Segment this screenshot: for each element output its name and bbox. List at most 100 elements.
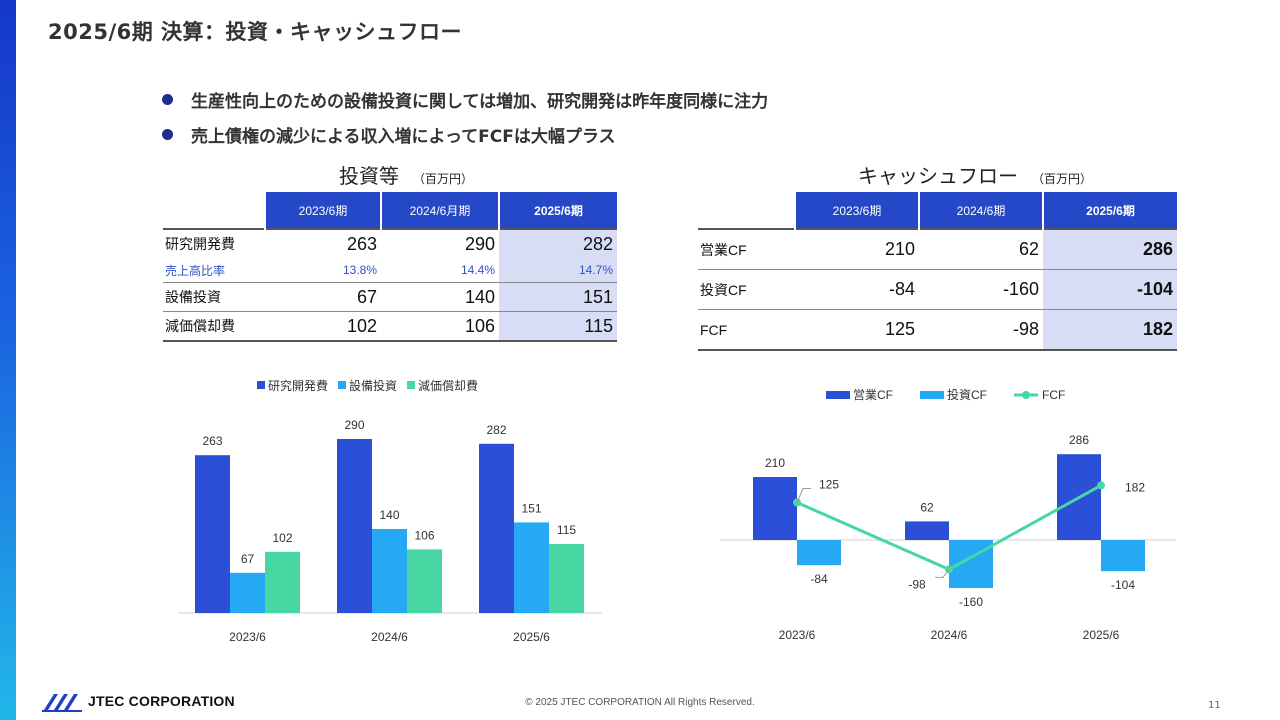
jtec-logo-icon [42,694,82,712]
chart1-bar [265,551,300,613]
bullet-item: 売上債権の減少による収入増によってFCFは大幅プラス [162,117,768,152]
table-cell: 182 [1043,309,1177,351]
cashflow-section-title: キャッシュフロー （百万円） [858,160,1092,189]
table-cell: 14.7% [499,258,617,283]
chart2-bar [1101,540,1145,572]
table-cell: -104 [1043,269,1177,310]
table-row: 営業CF 210 62 286 [698,229,1177,270]
table-cell: -84 [795,269,919,310]
investment-unit: （百万円） [413,172,474,186]
chart2-data-label: 286 [1069,433,1089,447]
chart2-fcf-point [1097,481,1105,490]
table-header-cell: 2025/6期 [498,192,617,229]
table-cell: 263 [346,233,377,254]
chart2-fcf-leader-line [935,569,950,578]
table-cell: 151 [499,282,617,312]
chart1-data-label: 282 [486,423,506,437]
chart1-data-label: 115 [557,523,576,537]
bullet-item: 生産性向上のための設備投資に関しては増加、研究開発は昨年度同様に注力 [162,82,768,117]
cashflow-table: 2023/6期 2024/6期 2025/6期 営業CF 210 62 286 … [698,192,1177,351]
chart2-legend-swatch [826,391,850,399]
row-label: 設備投資 [163,282,265,312]
table-header-blank [163,192,265,229]
chart1-bar [337,439,372,613]
investment-table: 2023/6期 2024/6月期 2025/6期 研究開発費 263 290 2… [163,192,617,342]
table-cell: -98 [919,309,1043,351]
table-header-row: 2023/6期 2024/6期 2025/6期 [698,192,1177,229]
left-accent-bar [0,0,16,720]
chart1-x-tick-label: 2023/6 [229,630,266,644]
table-cell: 286 [1043,229,1177,270]
table-header-row: 2023/6期 2024/6月期 2025/6期 [163,192,617,229]
company-logo: JTEC CORPORATION [42,690,235,712]
cashflow-title: キャッシュフロー [858,164,1018,188]
page-title: 2025/6期 決算：投資・キャッシュフロー [48,20,463,44]
row-label: 投資CF [698,269,795,310]
chart2-data-label: -160 [959,595,983,609]
chart1-x-tick-label: 2024/6 [371,630,408,644]
chart1-x-tick-label: 2025/6 [513,630,550,644]
chart1-bar [549,544,584,613]
bullet-dot-icon [162,129,173,140]
chart2-fcf-data-label: 182 [1125,480,1145,494]
summary-bullets: 生産性向上のための設備投資に関しては増加、研究開発は昨年度同様に注力 売上債権の… [162,82,768,152]
table-row: 設備投資 67 140 151 [163,282,617,312]
chart1-bar [407,549,442,613]
table-cell: 282 [499,229,617,258]
chart1-bar [372,529,407,613]
table-cell: 102 [265,311,381,342]
chart2-legend-label: 営業CF [853,388,893,402]
investment-section-title: 投資等 （百万円） [339,160,473,189]
chart2-legend-label: 投資CF [947,387,987,402]
chart2-bar [905,521,949,540]
table-cell: 67 [265,282,381,312]
chart1-bar [195,455,230,613]
table-cell: 13.8% [265,258,381,283]
chart2-legend-label: FCF [1042,388,1065,402]
chart1-bar [479,443,514,613]
page-number: 11 [1208,700,1221,711]
table-cell: -160 [919,269,1043,310]
chart1-bar [230,572,265,613]
table-header-cell: 2023/6期 [264,192,381,229]
row-label: 減価償却費 [163,311,265,342]
chart1-legend-label: 減価償却費 [418,378,478,393]
table-header-cell: 2025/6期 [1042,192,1177,229]
chart1-data-label: 102 [272,531,292,545]
table-header-cell: 2024/6月期 [380,192,499,229]
table-row: FCF 125 -98 182 [698,309,1177,351]
chart2-data-label: -104 [1111,578,1135,592]
table-header-cell: 2024/6期 [918,192,1043,229]
chart2-fcf-leader-line [796,488,811,503]
chart2-data-label: 210 [765,456,785,470]
table-cell: 106 [381,311,499,342]
chart2-fcf-data-label: -98 [908,577,926,591]
table-header-blank [698,192,795,229]
chart2-legend-swatch [920,391,944,399]
chart1-data-label: 67 [241,552,255,566]
chart2-x-tick-label: 2024/6 [931,628,968,642]
chart2-legend-marker [1022,391,1030,399]
chart2-bar [753,477,797,540]
table-cell: 14.4% [381,258,499,283]
chart1-legend-swatch [407,381,415,389]
logo-text: JTEC CORPORATION [88,693,235,709]
row-label: 営業CF [698,229,795,270]
copyright-footer: © 2025 JTEC CORPORATION All Rights Reser… [525,697,755,708]
chart1-legend-label: 設備投資 [349,378,397,393]
chart2-x-tick-label: 2025/6 [1083,628,1120,642]
chart2-data-label: 62 [920,500,934,514]
chart1-legend-label: 研究開発費 [268,378,328,393]
table-cell: 62 [919,229,1043,270]
table-row: 売上高比率 13.8% 14.4% 14.7% [163,258,617,283]
bullet-text: 生産性向上のための設備投資に関しては増加、研究開発は昨年度同様に注力 [191,92,769,112]
chart2-bar [797,540,841,566]
chart1-data-label: 106 [414,528,434,542]
chart1-data-label: 263 [202,434,222,448]
investment-title: 投資等 [339,164,399,188]
row-label: FCF [698,309,795,351]
table-cell: 115 [499,311,617,342]
table-cell: 210 [795,229,919,270]
row-label: 売上高比率 [163,258,265,283]
